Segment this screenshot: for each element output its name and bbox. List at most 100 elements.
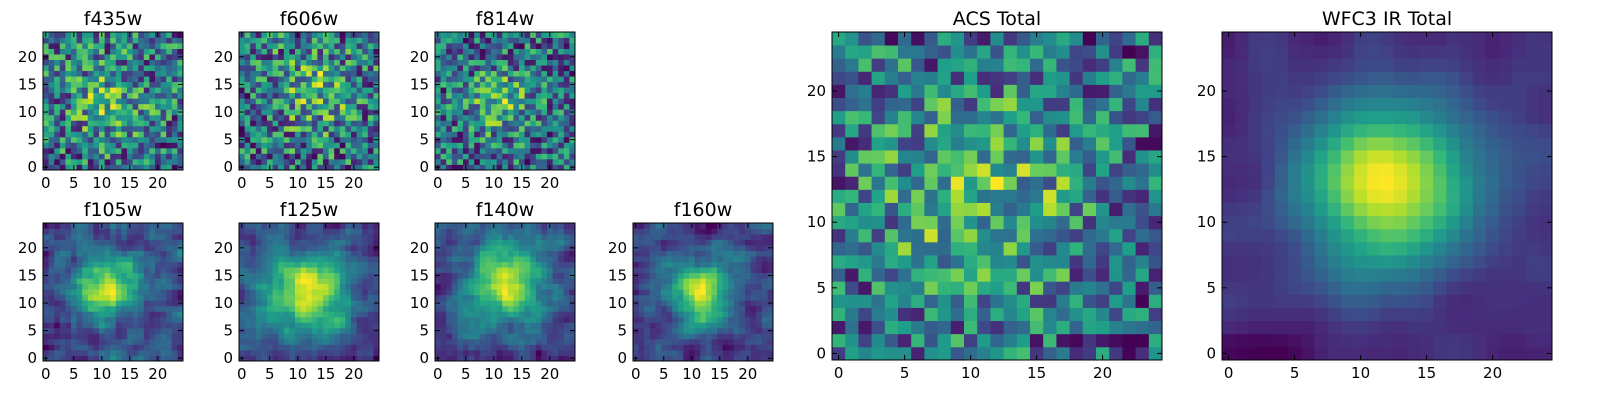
heatmap-cell xyxy=(267,322,273,329)
heatmap-cell xyxy=(115,54,122,60)
heatmap-cell xyxy=(451,158,458,165)
heatmap-cell xyxy=(977,150,991,164)
heatmap-cell xyxy=(446,125,453,132)
heatmap-cell xyxy=(160,43,167,49)
heatmap-cell xyxy=(345,305,352,312)
heatmap-cell xyxy=(519,136,525,143)
heatmap-cell xyxy=(507,142,514,149)
heatmap-cell xyxy=(644,261,651,268)
heatmap-cell xyxy=(924,215,938,230)
heatmap-cell xyxy=(48,131,55,138)
heatmap-cell xyxy=(552,316,559,323)
heatmap-cell xyxy=(132,70,139,77)
heatmap-cell xyxy=(519,322,525,329)
heatmap-cell xyxy=(507,294,514,301)
heatmap-cell xyxy=(689,278,695,285)
heatmap-cell xyxy=(43,239,49,246)
heatmap-cell xyxy=(367,120,374,127)
heatmap-cell xyxy=(71,239,77,246)
heatmap-cell xyxy=(87,59,94,66)
heatmap-cell xyxy=(306,153,313,160)
heatmap-cell xyxy=(255,272,262,279)
heatmap-cell xyxy=(138,322,145,329)
heatmap-cell xyxy=(728,234,735,240)
heatmap-cell xyxy=(530,147,537,154)
heatmap-cell xyxy=(446,316,453,323)
heatmap-cell xyxy=(311,136,318,143)
heatmap-cell xyxy=(362,250,369,257)
heatmap-cell xyxy=(502,261,509,268)
heatmap-cell xyxy=(485,98,492,105)
heatmap-cell xyxy=(964,294,978,308)
heatmap-cell xyxy=(722,239,729,246)
heatmap-cell xyxy=(177,92,184,99)
heatmap-cell xyxy=(977,346,991,361)
heatmap-cell xyxy=(524,344,531,351)
heatmap-cell xyxy=(1135,228,1150,243)
heatmap-cell xyxy=(166,120,173,127)
heatmap-cell xyxy=(155,333,161,340)
heatmap-cell xyxy=(48,316,55,323)
heatmap-cell xyxy=(569,261,576,268)
heatmap-cell xyxy=(54,136,61,143)
heatmap-cell xyxy=(149,278,156,285)
heatmap-cell xyxy=(649,256,656,263)
heatmap-cell xyxy=(278,305,285,312)
heatmap-cell xyxy=(728,316,735,323)
heatmap-cell xyxy=(345,278,352,285)
heatmap-cell xyxy=(59,59,66,66)
heatmap-cell xyxy=(143,43,150,49)
heatmap-cell xyxy=(127,234,133,240)
y-tick-label: 15 xyxy=(214,75,233,93)
heatmap-cell xyxy=(666,250,673,257)
heatmap-cell xyxy=(717,311,723,318)
heatmap-cell xyxy=(1148,189,1163,203)
heatmap-cell xyxy=(99,344,105,351)
heatmap-cell xyxy=(132,256,139,263)
heatmap-cell xyxy=(479,54,486,60)
heatmap-cell xyxy=(115,256,122,263)
heatmap-cell xyxy=(745,267,751,274)
heatmap-cell xyxy=(750,228,757,235)
heatmap-cell xyxy=(99,54,105,60)
heatmap-cell xyxy=(339,327,346,334)
heatmap-cell xyxy=(502,136,509,143)
heatmap-cell xyxy=(513,322,520,329)
heatmap-cell xyxy=(638,223,645,229)
heatmap-cell xyxy=(535,125,542,132)
heatmap-cell xyxy=(76,344,83,351)
heatmap-cell xyxy=(552,65,559,72)
heatmap-cell xyxy=(1135,320,1150,335)
heatmap-cell xyxy=(160,164,167,171)
heatmap-cell xyxy=(171,87,178,94)
heatmap-cell xyxy=(463,311,469,318)
heatmap-cell xyxy=(43,294,49,301)
heatmap-cell xyxy=(858,228,872,243)
heatmap-cell xyxy=(65,250,72,257)
heatmap-cell xyxy=(99,283,105,290)
heatmap-cell xyxy=(93,349,100,356)
heatmap-cell xyxy=(728,338,735,345)
heatmap-cell xyxy=(65,43,72,49)
heatmap-cell xyxy=(59,81,66,88)
heatmap-cell xyxy=(451,333,458,340)
heatmap-cell xyxy=(547,70,553,77)
heatmap-cell xyxy=(977,215,991,230)
heatmap-cell xyxy=(104,223,111,229)
heatmap-cell xyxy=(457,142,464,149)
heatmap-cell xyxy=(502,344,509,351)
heatmap-cell xyxy=(832,255,846,269)
x-tick-label: 0 xyxy=(631,365,641,383)
heatmap-cell xyxy=(115,272,122,279)
heatmap-cell xyxy=(334,59,341,66)
heatmap-cell xyxy=(93,239,100,246)
heatmap-cell xyxy=(756,289,763,296)
heatmap-cell xyxy=(166,250,173,257)
heatmap-cell xyxy=(143,87,150,94)
heatmap-cell xyxy=(110,245,117,251)
heatmap-cell xyxy=(250,81,257,88)
heatmap-cell xyxy=(177,234,184,240)
panel-title: f160w xyxy=(674,199,733,221)
